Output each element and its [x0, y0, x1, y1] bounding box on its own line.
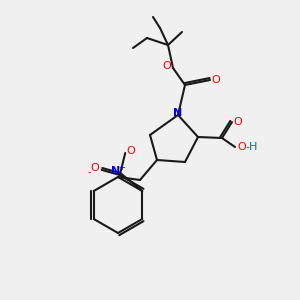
- Text: O: O: [238, 142, 246, 152]
- Text: O: O: [127, 146, 136, 156]
- Text: +: +: [118, 164, 125, 172]
- Text: N: N: [173, 108, 183, 118]
- Text: O: O: [91, 163, 100, 173]
- Text: O: O: [163, 61, 171, 71]
- Text: O: O: [212, 75, 220, 85]
- Text: N: N: [111, 166, 120, 176]
- Text: O: O: [234, 117, 242, 127]
- Text: -H: -H: [246, 142, 258, 152]
- Text: -: -: [88, 167, 91, 177]
